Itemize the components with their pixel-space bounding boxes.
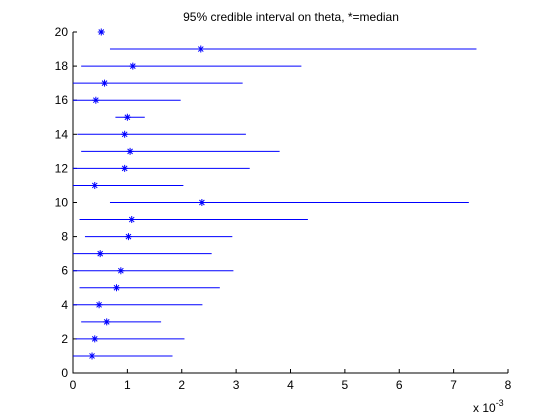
median-marker <box>198 199 206 206</box>
median-marker <box>91 335 99 343</box>
y-tick-label: 6 <box>61 264 68 278</box>
y-tick-label: 10 <box>55 196 69 210</box>
x-axis: 0 1 2 3 4 5 6 7 8 <box>70 369 512 392</box>
median-marker <box>103 318 111 326</box>
median-marker <box>95 301 103 309</box>
y-tick-label: 12 <box>55 161 69 175</box>
median-marker <box>129 62 137 70</box>
x-tick-label: 4 <box>287 378 294 392</box>
median-marker <box>92 96 100 104</box>
y-tick-label: 4 <box>61 298 68 312</box>
median-marker <box>101 79 109 87</box>
median-marker <box>121 164 129 172</box>
y-tick-label: 2 <box>61 332 68 346</box>
median-marker <box>113 284 120 292</box>
median-marker <box>124 233 132 241</box>
x-multiplier-base: x 10 <box>473 401 496 415</box>
x-tick-label: 7 <box>450 378 457 392</box>
y-tick-label: 14 <box>55 127 69 141</box>
median-marker <box>91 181 99 189</box>
median-marker <box>128 216 136 224</box>
y-tick-label: 18 <box>55 59 69 73</box>
x-multiplier-exponent: -3 <box>496 398 504 408</box>
y-axis: 0 2 4 6 8 10 12 14 16 18 20 <box>55 25 77 380</box>
x-tick-label: 1 <box>124 378 131 392</box>
x-tick-label: 3 <box>233 378 240 392</box>
y-tick-label: 16 <box>55 93 69 107</box>
x-tick-label: 0 <box>70 378 77 392</box>
y-tick-label: 0 <box>61 366 68 380</box>
median-marker <box>96 250 104 258</box>
y-tick-label: 20 <box>55 25 69 39</box>
median-marker <box>126 147 134 155</box>
chart-title: 95% credible interval on theta, *=median <box>183 10 399 24</box>
median-marker <box>88 352 96 360</box>
median-marker <box>97 28 105 36</box>
y-tick-label: 8 <box>61 230 68 244</box>
x-axis-multiplier: x 10-3 <box>473 398 504 415</box>
median-marker <box>121 130 129 138</box>
median-marker <box>197 45 205 53</box>
interval-series <box>73 28 477 360</box>
median-marker <box>123 113 131 121</box>
x-tick-label: 2 <box>178 378 185 392</box>
x-tick-label: 5 <box>342 378 349 392</box>
x-tick-label: 8 <box>505 378 512 392</box>
x-tick-label: 6 <box>396 378 403 392</box>
median-marker <box>117 267 125 275</box>
